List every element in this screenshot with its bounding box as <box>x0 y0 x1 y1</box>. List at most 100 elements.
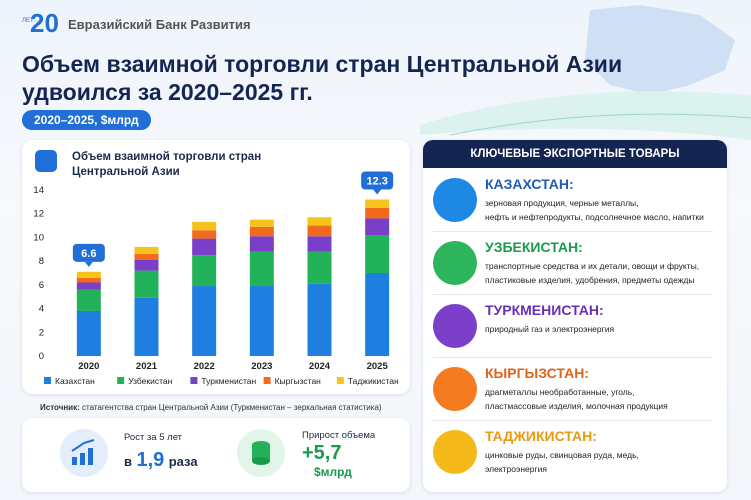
chart-icon <box>35 150 57 172</box>
export-country: КАЗАХСТАН: <box>485 176 574 192</box>
stats-card: Рост за 5 лет в 1,9 раза Прирост объема … <box>22 418 410 492</box>
bar-segment <box>307 225 332 237</box>
callout-pointer <box>373 189 382 195</box>
export-item: ТАДЖИКИСТАН: цинковые руды, свинцовая руд… <box>423 420 723 488</box>
map <box>585 5 735 95</box>
export-country: УЗБЕКИСТАН: <box>485 239 583 255</box>
title-line: Объем взаимной торговли стран Центрально… <box>22 51 623 77</box>
legend-marker <box>336 377 344 384</box>
legend-label: Таджикистан <box>348 376 399 386</box>
stat-prefix: в <box>124 454 132 469</box>
bar-segment <box>134 254 159 260</box>
legend-marker <box>117 377 125 384</box>
legend-label: Кыргызстан <box>275 376 322 386</box>
callout-label: 6.6 <box>81 248 96 260</box>
bar-segment <box>365 199 390 208</box>
bar-segment <box>249 286 274 356</box>
x-tick-label: 2022 <box>194 361 215 372</box>
stat-label: Прирост объема <box>302 430 376 441</box>
export-line: природный газ и электроэнергия <box>485 324 615 334</box>
exports-panel: КЛЮЧЕВЫЕ ЭКСПОРТНЫЕ ТОВАРЫ КАЗАХСТАН: зер… <box>423 140 727 492</box>
export-icon <box>433 367 477 411</box>
x-tick-label: 2020 <box>78 361 99 372</box>
separator <box>433 420 713 421</box>
bank-name: Евразийский Банк Развития <box>68 17 251 32</box>
bar-segment <box>76 271 101 278</box>
export-country: ТУРКМЕНИСТАН: <box>485 302 604 318</box>
bar-segment <box>365 235 390 273</box>
separator <box>433 357 713 358</box>
source-text: статагентства стран Центральной Азии (Ту… <box>82 403 382 412</box>
y-tick-label: 8 <box>39 256 44 267</box>
bar-segment <box>307 251 332 284</box>
bar-segment <box>307 217 332 226</box>
export-item: УЗБЕКИСТАН: транспортные средства и их де… <box>423 231 723 299</box>
bar-segment <box>76 282 101 290</box>
export-lines: транспортные средства и их детали, овощи… <box>485 259 699 287</box>
growth-icon <box>60 429 108 477</box>
legend-marker <box>44 377 51 384</box>
x-tick-label: 2023 <box>251 361 272 372</box>
bar-segment <box>307 236 332 252</box>
callout-box <box>72 243 105 262</box>
wave-line <box>449 113 751 136</box>
legend-marker <box>263 377 271 384</box>
bar-segment <box>192 286 217 356</box>
separator <box>433 294 713 295</box>
export-lines: драгметаллы необработанные, уголь, пластм… <box>485 385 668 413</box>
bar-segment <box>249 251 274 287</box>
stat-value: в 1,9 раза <box>124 449 198 472</box>
y-tick-label: 14 <box>33 185 44 196</box>
export-line: драгметаллы необработанные, уголь, <box>485 387 635 397</box>
bar-segment <box>249 219 274 227</box>
bar-segment <box>192 255 217 287</box>
bar-segment <box>365 218 390 236</box>
export-item: КАЗАХСТАН: зерновая продукция, черные мет… <box>423 174 723 236</box>
bar-segment <box>192 230 217 239</box>
wave <box>420 91 751 140</box>
bar-segment <box>249 226 274 237</box>
export-item: ТУРКМЕНИСТАН: природный газ и электроэнер… <box>423 294 723 362</box>
bar-segment <box>365 273 390 356</box>
subtitle: 2020–2025, $млрд <box>22 110 151 130</box>
export-line: электроэнергия <box>485 464 547 474</box>
chart-card: Объем взаимной торговли стран Центрально… <box>22 140 410 394</box>
bar-segment <box>134 246 159 255</box>
callout-pointer <box>84 261 93 267</box>
separator <box>433 231 713 232</box>
bar-segment <box>192 222 217 231</box>
coins-icon <box>237 429 285 477</box>
stat-unit: $млрд <box>314 465 352 479</box>
x-tick-label: 2021 <box>136 361 158 372</box>
export-lines: цинковые руды, свинцовая руда, медь, элек… <box>485 448 639 476</box>
bar-segment <box>192 238 217 256</box>
legend-marker <box>190 377 198 384</box>
export-icon <box>433 304 477 348</box>
y-tick-label: 2 <box>39 327 44 338</box>
legend-label: Узбекистан <box>128 376 172 386</box>
logo: ЛЕТ 20 <box>22 8 62 40</box>
y-tick-label: 6 <box>39 280 44 291</box>
bar-segment <box>365 207 390 219</box>
export-icon <box>433 178 477 222</box>
x-tick-label: 2025 <box>367 361 389 372</box>
stat-suffix: раза <box>168 454 198 469</box>
bar-segment <box>76 310 101 356</box>
export-item: КЫРГЫЗСТАН: драгметаллы необработанные, у… <box>423 357 723 425</box>
chart-title: Объем взаимной торговли стран Центрально… <box>72 151 262 178</box>
callout-box <box>361 171 394 190</box>
chart: 0 2 4 6 8 10 12 14 2020 6.6 2021 2022 2023 2024 2025 12… <box>33 171 399 386</box>
bar-segment <box>134 270 159 298</box>
bar-segment <box>134 259 159 271</box>
stat-number: +5,7 <box>302 442 342 464</box>
export-line: нефть и нефтепродукты, подсолнечное масл… <box>485 212 704 222</box>
export-country: КЫРГЫЗСТАН: <box>485 365 589 381</box>
y-tick-label: 10 <box>33 232 44 243</box>
title-line: удвоился за 2020–2025 гг. <box>22 79 313 105</box>
export-line: цинковые руды, свинцовая руда, медь, <box>485 450 639 460</box>
stat-number: 1,9 <box>136 449 165 471</box>
exports-list: КАЗАХСТАН: зерновая продукция, черные мет… <box>423 174 727 492</box>
bar-segment <box>76 289 101 311</box>
